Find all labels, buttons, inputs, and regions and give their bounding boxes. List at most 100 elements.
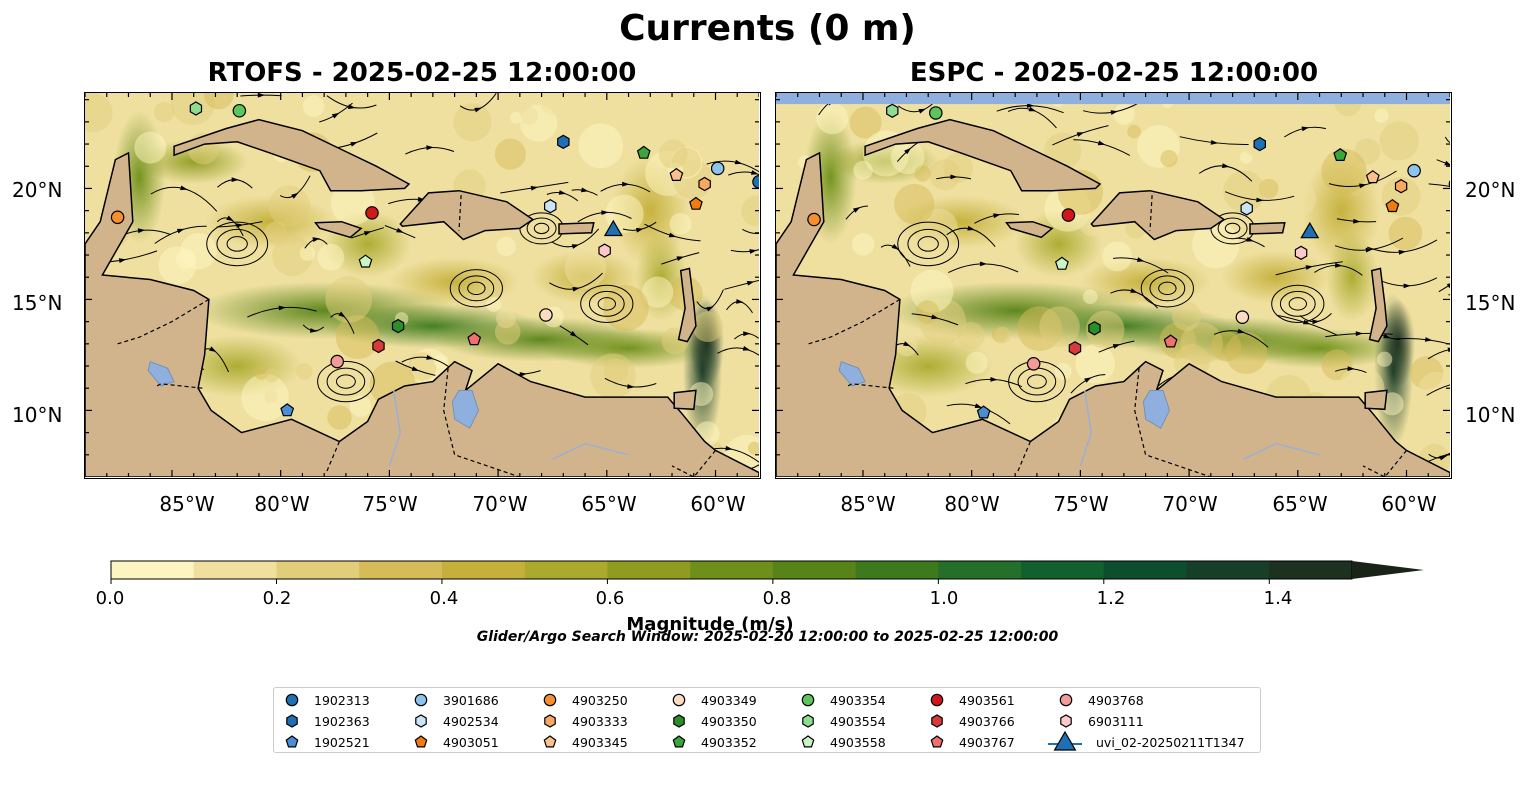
espc-marker-4903554[interactable] bbox=[886, 103, 899, 118]
legend-label: uvi_02-20250211T1347 bbox=[1096, 734, 1245, 750]
rtofs-marker-4903051[interactable] bbox=[689, 196, 703, 210]
rtofs-eddy-ring bbox=[326, 367, 366, 396]
legend-marker-4903350[interactable] bbox=[673, 714, 685, 728]
espc-stream-arrow bbox=[1097, 140, 1106, 146]
espc-marker-4903561[interactable] bbox=[1061, 208, 1076, 222]
legend-marker-4903554[interactable] bbox=[802, 714, 814, 728]
espc-trinidad-land bbox=[1364, 389, 1388, 411]
rtofs-marker-1902521[interactable] bbox=[280, 403, 295, 417]
legend-marker-4903558[interactable] bbox=[801, 735, 815, 748]
rtofs-jamaica-land bbox=[314, 220, 363, 239]
legend-item: 4903561 bbox=[929, 690, 1015, 710]
legend-marker-4903345[interactable] bbox=[543, 735, 557, 748]
rtofs-stream-arrow bbox=[348, 104, 356, 110]
espc-stream-arrow bbox=[1256, 197, 1264, 203]
espc-marker-4903766[interactable] bbox=[1068, 341, 1082, 356]
rtofs-marker-4903354[interactable] bbox=[232, 103, 247, 118]
rtofs-marker-1902363[interactable] bbox=[557, 134, 570, 149]
espc-stream-arrow bbox=[1355, 331, 1363, 336]
rtofs-marker-4903333[interactable] bbox=[698, 176, 711, 192]
map-panel-espc[interactable] bbox=[775, 92, 1452, 479]
rtofs-stream-arrow bbox=[572, 286, 580, 292]
espc-marker-uvi_02-20250211T1347[interactable] bbox=[1300, 221, 1320, 239]
rtofs-eddy-patch bbox=[692, 311, 724, 343]
espc-marker-4903350[interactable] bbox=[1088, 321, 1101, 336]
rtofs-marker-1902313[interactable] bbox=[752, 175, 759, 189]
espc-country-border bbox=[1016, 441, 1031, 473]
espc-marker-1902363[interactable] bbox=[1253, 136, 1266, 152]
legend-marker-4903352[interactable] bbox=[672, 735, 686, 748]
espc-marker-4903767[interactable] bbox=[1163, 334, 1178, 348]
map-canvas-rtofs bbox=[85, 93, 759, 477]
rtofs-marker-4903250[interactable] bbox=[110, 210, 125, 225]
legend-marker-6903111[interactable] bbox=[1060, 714, 1072, 728]
espc-marker-4903349[interactable] bbox=[1235, 310, 1250, 324]
espc-marker-4903250[interactable] bbox=[807, 212, 821, 227]
espc-marker-4903352[interactable] bbox=[1333, 147, 1348, 162]
legend-marker-4903766[interactable] bbox=[931, 714, 943, 728]
espc-eddy-patch bbox=[915, 300, 940, 324]
espc-streamline bbox=[1444, 136, 1450, 144]
espc-streamline bbox=[1438, 284, 1450, 293]
rtofs-marker-4903768[interactable] bbox=[330, 354, 344, 369]
espc-country-border bbox=[1134, 368, 1213, 477]
rtofs-marker-4903345[interactable] bbox=[669, 167, 684, 182]
legend-marker-1902363[interactable] bbox=[286, 714, 298, 728]
espc-marker-1902521[interactable] bbox=[976, 405, 991, 419]
espc-marker-4903345[interactable] bbox=[1365, 170, 1380, 184]
rtofs-marker-6903111[interactable] bbox=[598, 243, 611, 258]
legend-item: 4903352 bbox=[671, 732, 757, 752]
espc-marker-4903051[interactable] bbox=[1385, 198, 1400, 213]
legend-marker-4903767[interactable] bbox=[930, 735, 944, 748]
search-window-text: Glider/Argo Search Window: 2025-02-20 12… bbox=[476, 629, 1059, 645]
colorbar-bin bbox=[276, 561, 360, 579]
espc-marker-6903111[interactable] bbox=[1294, 245, 1308, 260]
rtofs-marker-4902534[interactable] bbox=[544, 199, 557, 214]
legend-marker-4903349[interactable] bbox=[672, 693, 686, 707]
espc-stream-arrow bbox=[967, 225, 975, 231]
legend-marker-4903768[interactable] bbox=[1059, 693, 1073, 707]
legend-marker-3901686[interactable] bbox=[414, 693, 428, 707]
rtofs-marker-4903561[interactable] bbox=[365, 206, 379, 220]
espc-marker-4903768[interactable] bbox=[1026, 357, 1041, 371]
espc-stream-arrow bbox=[974, 403, 983, 408]
legend-marker-uvi_02-20250211T1347[interactable] bbox=[1053, 730, 1077, 751]
legend-marker-1902521[interactable] bbox=[285, 735, 299, 748]
lat-label-10-right: 10°N bbox=[1465, 403, 1516, 427]
espc-marker-4903558[interactable] bbox=[1054, 256, 1069, 270]
rtofs-river bbox=[552, 442, 629, 460]
rtofs-marker-4903767[interactable] bbox=[467, 332, 482, 346]
legend-marker-1902313[interactable] bbox=[285, 693, 299, 707]
rtofs-country-border bbox=[117, 298, 210, 345]
rtofs-marker-uvi_02-20250211T1347[interactable] bbox=[603, 219, 623, 237]
rtofs-marker-4903352[interactable] bbox=[636, 145, 651, 159]
rtofs-eddy-ring bbox=[467, 281, 486, 296]
legend-marker-4903333[interactable] bbox=[544, 714, 556, 728]
rtofs-marker-4903766[interactable] bbox=[372, 338, 385, 354]
rtofs-marker-4903554[interactable] bbox=[189, 101, 203, 116]
espc-marker-3901686[interactable] bbox=[1407, 163, 1421, 178]
rtofs-marker-4903350[interactable] bbox=[391, 318, 405, 334]
rtofs-eddy-patch bbox=[264, 221, 288, 245]
map-panel-rtofs[interactable] bbox=[84, 92, 761, 479]
rtofs-marker-3901686[interactable] bbox=[710, 161, 725, 176]
legend-marker-4903051[interactable] bbox=[414, 735, 428, 748]
legend-marker-4902534[interactable] bbox=[415, 714, 427, 728]
espc-eddy-patch bbox=[1374, 108, 1389, 123]
rtofs-marker-4903349[interactable] bbox=[539, 308, 553, 322]
espc-marker-4903333[interactable] bbox=[1394, 179, 1408, 194]
lat-label-10-left: 10°N bbox=[12, 403, 63, 427]
espc-marker-1902313[interactable] bbox=[1448, 178, 1450, 190]
legend-marker-4903354[interactable] bbox=[801, 693, 815, 707]
espc-marker-4903354[interactable] bbox=[929, 106, 943, 120]
espc-stream-arrow bbox=[1084, 377, 1092, 383]
panel-title-rtofs: RTOFS - 2025-02-25 12:00:00 bbox=[207, 58, 637, 88]
rtofs-river bbox=[388, 390, 402, 467]
legend-label: 6903111 bbox=[1088, 713, 1144, 729]
legend-marker-4903250[interactable] bbox=[543, 693, 557, 707]
colorbar bbox=[110, 560, 1424, 584]
espc-marker-4902534[interactable] bbox=[1240, 201, 1253, 216]
rtofs-marker-4903558[interactable] bbox=[358, 254, 373, 268]
legend-marker-4903561[interactable] bbox=[930, 693, 944, 707]
legend-item: 4903345 bbox=[542, 732, 628, 752]
